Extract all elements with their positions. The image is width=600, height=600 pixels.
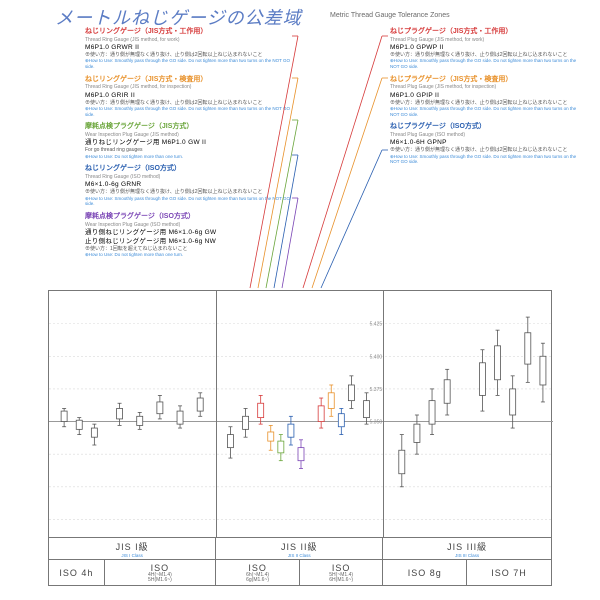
callout-column-left: ねじリングゲージ（JIS方式・工作用）Thread Ring Gauge (JI… <box>85 28 295 264</box>
callout-block: ねじリングゲージ（ISO方式）Thread Ring Gauge (ISO me… <box>85 165 295 207</box>
axis-cell: ISO6h(~M1.4)6g(M1.6~) <box>216 560 300 585</box>
callout-code: M6P1.0 GPIP II <box>390 91 580 100</box>
page-title-en: Metric Thread Gauge Tolerance Zones <box>330 12 450 19</box>
callout-code: 通りねじリングゲージ用 M6P1.0 GW II <box>85 138 295 147</box>
axis-label: ISO <box>151 563 170 573</box>
axis-label-en: JIS II Class <box>288 553 311 558</box>
page-title-jp: メートルねじゲージの公差域 <box>55 4 302 30</box>
callout-code: M6×1.0-6H GPNP <box>390 138 580 147</box>
axis-label: ISO <box>248 563 267 573</box>
axis-cell: ISO 4h <box>49 560 105 585</box>
callout-code: M6×1.0-6g GRNR <box>85 180 295 189</box>
callout-note-en: ⊕How to Use: Smoothly pass through the G… <box>85 58 295 69</box>
axis-cell: ISO 7H <box>467 560 551 585</box>
callout-block: ねじプラグゲージ（JIS方式・工作用）Thread Plug Gauge (JI… <box>390 28 580 70</box>
callout-head-jp: ねじリングゲージ（ISO方式） <box>85 165 295 174</box>
axis-label: JIS II級 <box>281 540 318 553</box>
callout-note-en: ⊕How to Use: Do not tighten more than on… <box>85 252 295 258</box>
callout-head-jp: ねじプラグゲージ（JIS方式・工作用） <box>390 28 580 37</box>
callout-head-jp: 摩耗点検プラグゲージ（ISO方式） <box>85 213 295 222</box>
callout-code: 通り側ねじリングゲージ用 M6×1.0-6g GW <box>85 228 295 237</box>
callout-code: M6P1.0 GPWP II <box>390 43 580 52</box>
axis-sublabel: 6H(M1.6~) <box>329 578 353 583</box>
callout-block: ねじプラグゲージ（ISO方式）Thread Plug Gauge (ISO me… <box>390 123 580 165</box>
callout-code: M6P1.0 GRIR II <box>85 91 295 100</box>
axis-cell: JIS III級JIS III Class <box>383 538 551 559</box>
axis-label: ISO 4h <box>59 568 93 578</box>
callout-head-jp: ねじプラグゲージ（ISO方式） <box>390 123 580 132</box>
axis-cell: ISO4H(~M1.4)5H(M1.6~) <box>105 560 216 585</box>
callout-block: ねじリングゲージ（JIS方式・工作用）Thread Ring Gauge (JI… <box>85 28 295 70</box>
callout-code: 止り側ねじリングゲージ用 M6×1.0-6g NW <box>85 237 295 246</box>
axis-label: JIS I級 <box>116 540 149 553</box>
axis-label-en: JIS III Class <box>455 553 479 558</box>
callout-block: ねじプラグゲージ（JIS方式・検査用）Thread Plug Gauge (JI… <box>390 76 580 118</box>
callout-code: M6P1.0 GRWR II <box>85 43 295 52</box>
callout-block: 摩耗点検プラグゲージ（JIS方式）Wear Inspection Plug Ga… <box>85 123 295 159</box>
axis-cell: ISO5H(~M1.4)6H(M1.6~) <box>300 560 383 585</box>
callout-column-right: ねじプラグゲージ（JIS方式・工作用）Thread Plug Gauge (JI… <box>390 28 580 171</box>
callout-note-en: ⊕How to Use: Smoothly pass through the G… <box>390 154 580 165</box>
callout-block: ねじリングゲージ（JIS方式・検査用）Thread Ring Gauge (JI… <box>85 76 295 118</box>
tolerance-chart: 5.350 5.375 5.400 5.425 <box>48 290 552 538</box>
iso-class-row: ISO 4h ISO4H(~M1.4)5H(M1.6~)ISO6h(~M1.4)6… <box>48 560 552 586</box>
axis-cell: ISO 8g <box>383 560 467 585</box>
callout-head-jp: ねじリングゲージ（JIS方式・工作用） <box>85 28 295 37</box>
svg-text:5.375: 5.375 <box>370 387 383 393</box>
callout-head-jp: 摩耗点検プラグゲージ（JIS方式） <box>85 123 295 132</box>
svg-text:5.400: 5.400 <box>370 354 383 360</box>
axis-label: ISO 7H <box>491 568 527 578</box>
axis-sublabel: 5H(M1.6~) <box>148 578 172 583</box>
svg-text:5.350: 5.350 <box>370 420 383 426</box>
axis-cell: JIS I級JIS I Class <box>49 538 216 559</box>
callout-note-en: ⊕How to Use: Do not tighten more than on… <box>85 154 295 160</box>
callout-note-en: ⊕How to Use: Smoothly pass through the G… <box>390 106 580 117</box>
jis-class-row: JIS I級JIS I ClassJIS II級JIS II ClassJIS … <box>48 538 552 560</box>
svg-text:5.425: 5.425 <box>370 322 383 328</box>
callout-head-jp: ねじリングゲージ（JIS方式・検査用） <box>85 76 295 85</box>
callout-note-en: ⊕How to Use: Smoothly pass through the G… <box>390 58 580 69</box>
axis-sublabel: 6g(M1.6~) <box>246 578 269 583</box>
axis-cell: JIS II級JIS II Class <box>216 538 383 559</box>
axis-label: ISO <box>332 563 351 573</box>
callout-note-en: ⊕How to Use: Smoothly pass through the G… <box>85 106 295 117</box>
callout-head-jp: ねじプラグゲージ（JIS方式・検査用） <box>390 76 580 85</box>
chart-section-divider <box>216 291 217 537</box>
axis-label: JIS III級 <box>447 540 487 553</box>
axis-label-en: JIS I Class <box>121 553 143 558</box>
axis-label: ISO 8g <box>408 568 442 578</box>
callout-note-en: ⊕How to Use: Smoothly pass through the G… <box>85 196 295 207</box>
callout-note-jp: ⊕使い方：通り側が無理なく通り抜け、止り側は2回転以上ねじ込まれないこと <box>390 147 580 153</box>
chart-section-divider <box>383 291 384 537</box>
callout-block: 摩耗点検プラグゲージ（ISO方式）Wear Inspection Plug Ga… <box>85 213 295 258</box>
